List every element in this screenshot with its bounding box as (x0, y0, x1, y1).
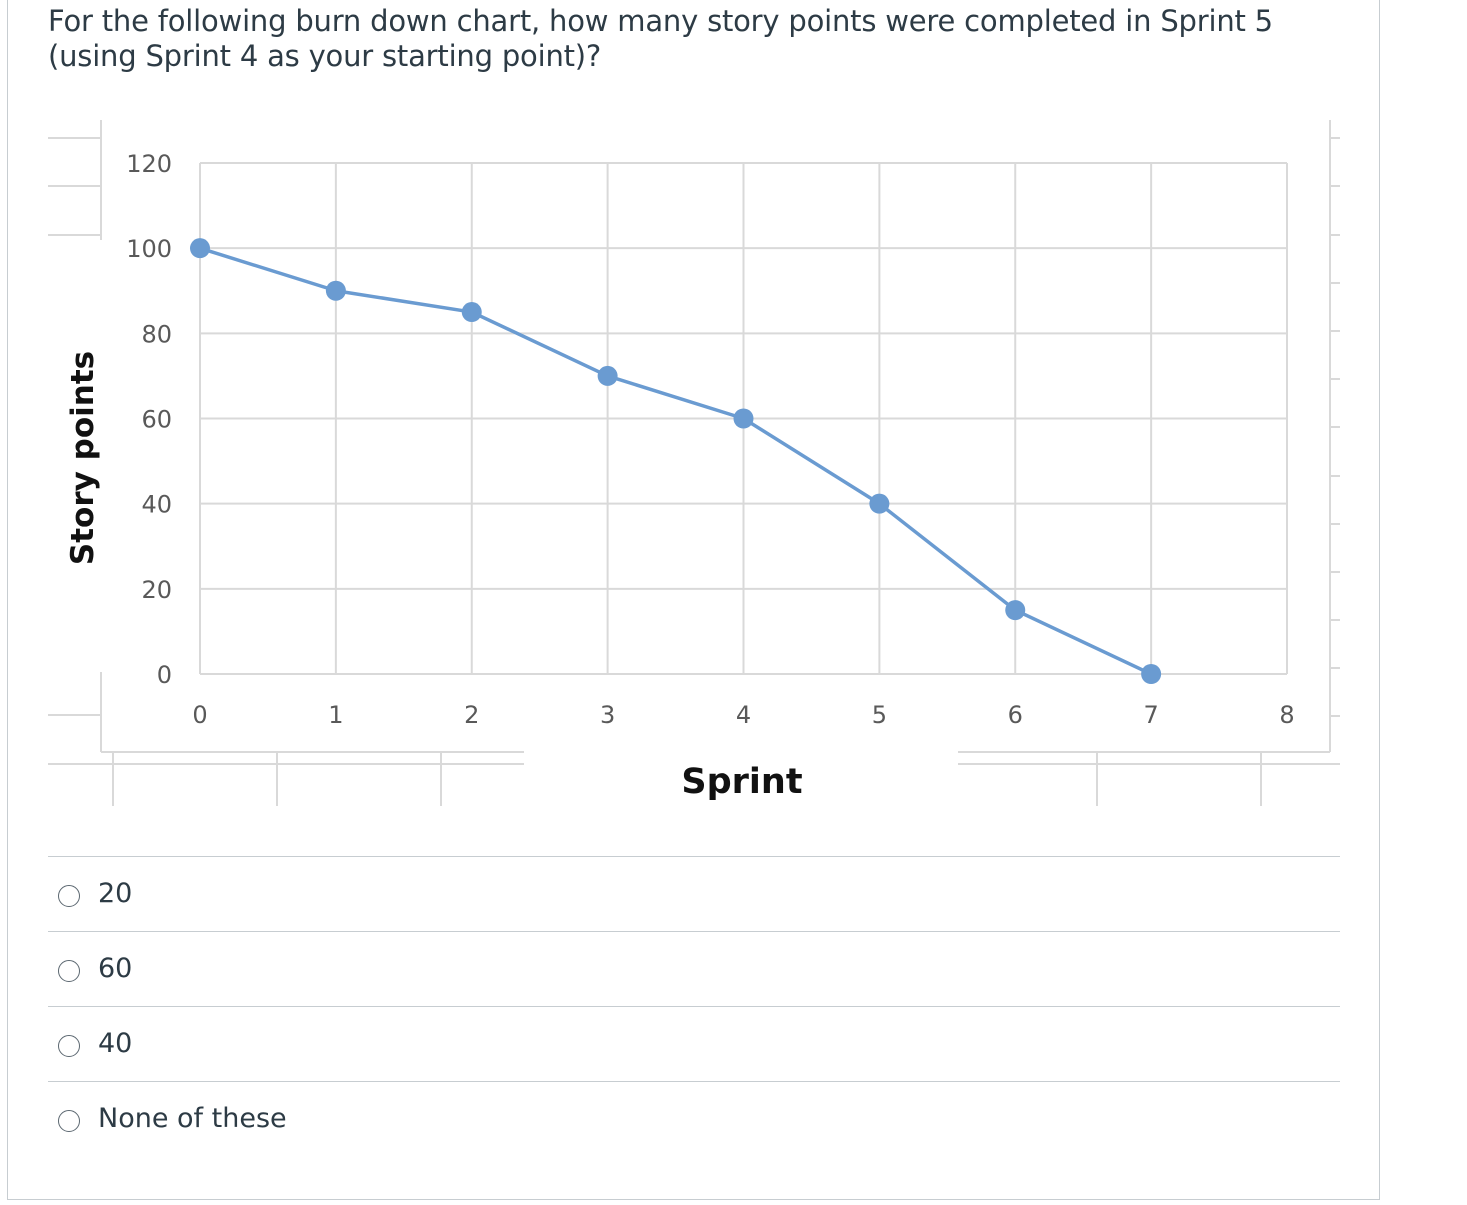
x-axis-label: Sprint (681, 762, 802, 802)
data-point (325, 280, 346, 301)
answer-list: 20 60 40 None of these (48, 856, 1340, 1156)
radio-button[interactable] (58, 1035, 80, 1057)
x-tick-label: 4 (736, 701, 751, 729)
data-point (461, 302, 482, 323)
y-axis-label: Story points (65, 351, 101, 565)
answer-label: 20 (98, 878, 133, 909)
answer-label: None of these (98, 1103, 287, 1134)
y-tick-label: 120 (126, 150, 172, 178)
x-tick-label: 5 (872, 701, 887, 729)
data-point (1005, 600, 1026, 621)
data-point (1141, 664, 1162, 684)
x-axis-ticks: 0 1 2 3 4 5 6 7 8 (192, 701, 1294, 729)
series-points (190, 238, 1162, 684)
spreadsheet-background (48, 120, 1340, 806)
answer-option-2[interactable]: 40 (48, 1006, 1340, 1081)
x-tick-label: 6 (1008, 701, 1023, 729)
x-tick-label: 3 (600, 701, 615, 729)
data-point (733, 408, 754, 429)
x-tick-label: 0 (192, 701, 207, 729)
answer-label: 60 (98, 953, 133, 984)
data-point (869, 493, 890, 514)
radio-button[interactable] (58, 960, 80, 982)
burn-down-chart: 0 20 40 60 80 100 120 0 1 2 3 4 5 6 7 8 Story points S… (48, 120, 1340, 806)
x-tick-label: 7 (1143, 701, 1158, 729)
radio-button[interactable] (58, 885, 80, 907)
answer-option-3[interactable]: None of these (48, 1081, 1340, 1156)
y-tick-label: 60 (141, 406, 172, 434)
y-axis-ticks: 0 20 40 60 80 100 120 (126, 150, 172, 689)
x-tick-label: 1 (328, 701, 343, 729)
answer-option-0[interactable]: 20 (48, 856, 1340, 931)
series-line (199, 246, 1152, 676)
data-point (597, 365, 618, 386)
answer-option-1[interactable]: 60 (48, 931, 1340, 1006)
y-tick-label: 0 (157, 661, 172, 689)
y-tick-label: 80 (141, 320, 172, 348)
data-point (190, 238, 210, 259)
question-text: For the following burn down chart, how m… (48, 4, 1273, 73)
y-tick-label: 100 (126, 235, 172, 263)
y-tick-label: 20 (141, 576, 172, 604)
radio-button[interactable] (58, 1110, 80, 1132)
x-tick-label: 2 (464, 701, 479, 729)
x-tick-label: 8 (1279, 701, 1294, 729)
answer-label: 40 (98, 1028, 133, 1059)
y-tick-label: 40 (141, 491, 172, 519)
